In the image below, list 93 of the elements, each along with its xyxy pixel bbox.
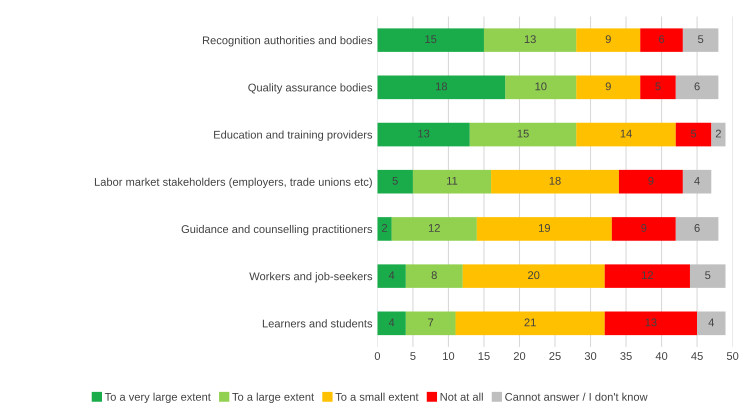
y-tick-label: Guidance and counselling practitioners	[182, 224, 372, 236]
bar	[676, 217, 718, 241]
bar	[690, 264, 726, 288]
data-label: 9	[641, 224, 646, 232]
bar	[682, 28, 718, 52]
data-label: 6	[659, 35, 664, 44]
bar	[676, 76, 718, 100]
data-label: 11	[447, 176, 458, 185]
data-label: 8	[432, 271, 437, 280]
bar	[484, 28, 576, 52]
data-label: 5	[698, 35, 704, 44]
legend-label: Cannot answer / I don't know	[505, 392, 648, 401]
bar	[697, 312, 726, 336]
data-label: 4	[708, 318, 714, 326]
bar	[640, 28, 683, 52]
x-tick-label: 25	[549, 352, 561, 360]
y-tick-label: Learners and students	[262, 319, 372, 328]
data-label: 13	[418, 130, 430, 138]
bar	[392, 217, 477, 241]
bar	[406, 264, 463, 288]
data-label: 9	[606, 35, 611, 44]
bar	[377, 170, 413, 194]
bar	[505, 76, 576, 100]
data-label: 15	[425, 35, 436, 44]
y-tick-label: Quality assurance bodies	[248, 83, 372, 94]
data-label: 13	[524, 35, 536, 44]
data-label: 6	[694, 224, 700, 232]
bar	[618, 170, 683, 194]
data-label: 21	[524, 318, 536, 326]
bar	[377, 76, 506, 100]
x-tick-label: 45	[691, 352, 703, 360]
data-label: 5	[392, 176, 398, 185]
y-tick-label: Recognition authorities and bodies	[202, 36, 372, 46]
legend-label: Not at all	[440, 392, 483, 401]
bar	[604, 312, 698, 336]
bar	[612, 217, 676, 241]
bar	[377, 312, 406, 336]
y-tick-label: Education and training providers	[214, 130, 372, 141]
bar	[476, 217, 612, 241]
x-tick-label: 20	[514, 352, 526, 360]
y-tick-label: Workers and job-seekers	[249, 272, 372, 282]
x-tick-label: 40	[656, 352, 668, 360]
data-label: 12	[642, 271, 653, 279]
bar	[462, 264, 605, 288]
data-label: 18	[436, 82, 448, 90]
x-tick-label: 50	[726, 352, 738, 360]
bar	[470, 122, 576, 146]
bar	[377, 264, 406, 288]
bar	[456, 312, 605, 336]
bar	[711, 122, 726, 146]
data-label: 5	[705, 271, 710, 280]
y-tick-label: Labor market stakeholders (employers, trade unions etc)	[94, 178, 372, 188]
data-label: 4	[388, 271, 394, 279]
data-label: 4	[388, 318, 394, 326]
bar	[682, 170, 712, 194]
bar	[576, 122, 676, 146]
bar	[491, 170, 619, 194]
x-tick-label: 15	[478, 352, 490, 360]
data-label: 2	[382, 224, 388, 232]
data-label: 7	[428, 318, 434, 326]
data-label: 9	[606, 82, 611, 90]
data-label: 5	[655, 82, 661, 90]
bar	[377, 217, 392, 241]
x-tick-label: 30	[584, 352, 596, 360]
data-label: 20	[528, 271, 540, 280]
data-label: 9	[648, 176, 654, 185]
legend-label: To a large extent	[232, 392, 314, 403]
data-label: 14	[620, 130, 632, 138]
bar	[377, 122, 470, 146]
data-label: 18	[550, 176, 561, 185]
bar	[640, 76, 676, 100]
x-tick-label: 35	[620, 352, 632, 360]
data-label: 6	[694, 82, 700, 90]
data-label: 10	[535, 82, 547, 90]
legend-label: To a small extent	[335, 392, 419, 401]
data-label: 2	[716, 130, 721, 138]
bar	[377, 28, 484, 52]
data-label: 5	[690, 130, 696, 138]
bar	[576, 76, 640, 100]
data-label: 4	[694, 176, 700, 185]
bar	[576, 28, 640, 52]
x-tick-label: 5	[410, 352, 416, 360]
data-label: 19	[539, 224, 550, 232]
legend-label: To a very large extent	[104, 392, 211, 403]
x-tick-label: 0	[374, 352, 380, 360]
x-tick-label: 10	[443, 352, 454, 360]
bar	[676, 122, 712, 146]
bar	[406, 312, 456, 336]
data-label: 13	[646, 318, 657, 326]
data-label: 12	[428, 224, 440, 232]
bar	[604, 264, 690, 288]
data-label: 15	[518, 130, 529, 138]
bar	[412, 170, 492, 194]
